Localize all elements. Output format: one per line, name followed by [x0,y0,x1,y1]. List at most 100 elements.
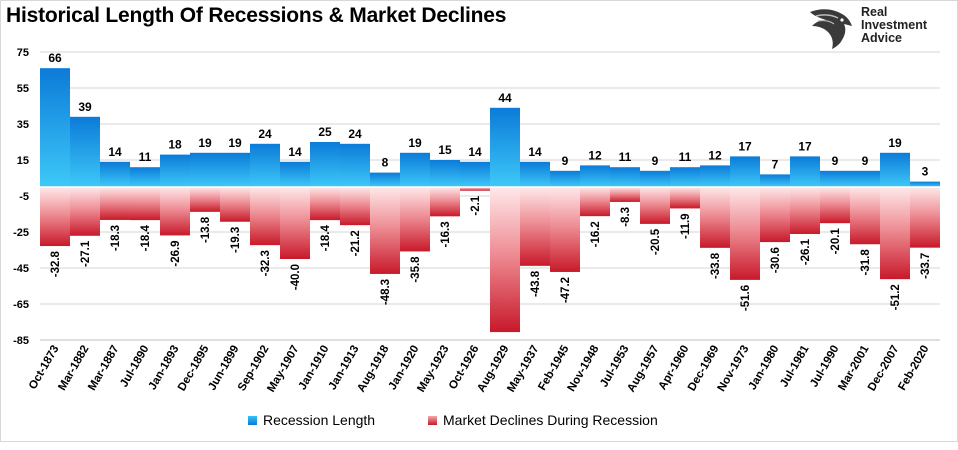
y-tick-label: -65 [13,299,29,311]
recession-length-label: 17 [798,139,812,153]
recession-length-label: 3 [922,165,929,179]
y-tick-label: 15 [17,155,29,167]
market-decline-label: -31.8 [860,249,872,276]
recession-length-label: 19 [228,136,242,150]
recession-length-label: 14 [288,145,302,159]
market-decline-bar [640,187,670,224]
legend-label-market-declines: Market Declines During Recession [443,412,658,428]
market-decline-label: -2.1 [470,195,482,215]
recession-length-label: 66 [48,51,62,65]
recession-length-label: 9 [652,154,659,168]
market-decline-bar [40,187,70,247]
recession-length-bar [40,68,70,187]
chart-title: Historical Length Of Recessions & Market… [6,4,507,27]
market-decline-label: -40.0 [290,264,302,290]
y-tick-label: -25 [13,227,29,239]
market-decline-label: -21.2 [350,230,362,256]
recession-length-bar [250,143,280,187]
recession-length-bar [610,167,640,187]
market-decline-label: -32.3 [260,250,272,276]
brand-line-2: Investment [861,18,927,32]
market-decline-bar [250,187,280,246]
recession-length-bar [820,170,850,187]
market-decline-bar [220,187,250,222]
recession-length-label: 44 [498,91,512,105]
x-category-label: Oct-1873 [27,344,62,392]
x-category-label: Jul-1890 [118,344,151,390]
market-decline-bar [100,187,130,220]
brand-logo: Real Investment Advice [806,6,956,50]
market-decline-label: -48.3 [380,279,392,305]
recession-length-bar [340,143,370,187]
market-decline-label: -20.1 [830,228,842,255]
y-tick-label: 35 [17,119,29,131]
market-decline-label: -13.8 [200,216,212,243]
recession-length-label: 24 [348,127,362,141]
market-decline-bar [850,187,880,245]
recession-length-bar [640,170,670,187]
market-decline-bar [430,187,460,217]
brand-name: Real Investment Advice [861,6,927,45]
market-decline-label: -18.4 [140,225,152,252]
market-decline-bar [160,187,190,236]
chart-legend: Recession Length Market Declines During … [0,412,958,432]
recession-length-bar [580,165,610,187]
y-tick-label: 75 [17,47,29,59]
legend-swatch-blue [248,415,257,425]
x-category-label: Jul-1953 [598,344,631,390]
market-decline-bar [670,187,700,209]
x-category-label: Oct-1926 [447,344,482,392]
market-decline-bar [310,187,340,221]
market-decline-bar [550,187,580,272]
recession-length-bar [790,156,820,187]
market-decline-bar [700,187,730,248]
market-decline-bar [190,187,220,212]
recession-length-label: 11 [679,150,692,164]
market-decline-bar [910,187,940,248]
market-decline-label: -8.3 [620,207,632,227]
market-decline-label: -43.8 [530,270,542,297]
recession-length-bar [310,142,340,187]
market-decline-bar [580,187,610,217]
market-decline-label: -26.1 [800,238,812,265]
recession-length-label: 17 [738,139,752,153]
market-decline-label: -16.2 [590,221,602,247]
market-decline-bar [460,187,490,191]
recession-length-bar [700,165,730,187]
market-decline-label: -33.8 [710,252,722,279]
recession-length-bar [910,181,940,187]
eagle-icon [810,9,852,49]
y-tick-label: -45 [13,263,29,275]
market-decline-label: -32.8 [50,250,62,277]
market-decline-bar [400,187,430,252]
recession-length-bar [850,170,880,187]
recession-length-bar [520,161,550,187]
recession-length-label: 14 [108,145,122,159]
market-decline-label: -51.2 [890,284,902,310]
market-decline-label: -11.9 [680,213,692,239]
market-decline-bar [130,187,160,221]
market-decline-label: -19.3 [230,227,242,253]
recession-length-bar [190,152,220,187]
market-decline-label: -51.6 [740,285,752,311]
recession-length-bar [490,107,520,187]
market-decline-label: -18.4 [320,225,332,252]
x-category-label: Mar-1887 [86,344,121,393]
recession-length-bar [280,161,310,187]
recession-length-bar [100,161,130,187]
recession-length-label: 8 [382,156,389,170]
recession-length-label: 19 [198,136,212,150]
market-decline-bar [520,187,550,266]
recession-length-label: 9 [832,154,839,168]
market-decline-label: -16.3 [440,221,452,247]
recession-length-bar [880,152,910,187]
x-category-label: Feb-2020 [896,344,931,393]
recession-length-label: 12 [708,148,722,162]
recession-length-label: 24 [258,127,272,141]
recession-length-label: 19 [408,136,422,150]
market-decline-label: -47.2 [560,277,572,303]
legend-market-declines: Market Declines During Recession [428,412,658,428]
market-decline-bar [820,187,850,224]
market-decline-label: -18.3 [110,225,122,251]
